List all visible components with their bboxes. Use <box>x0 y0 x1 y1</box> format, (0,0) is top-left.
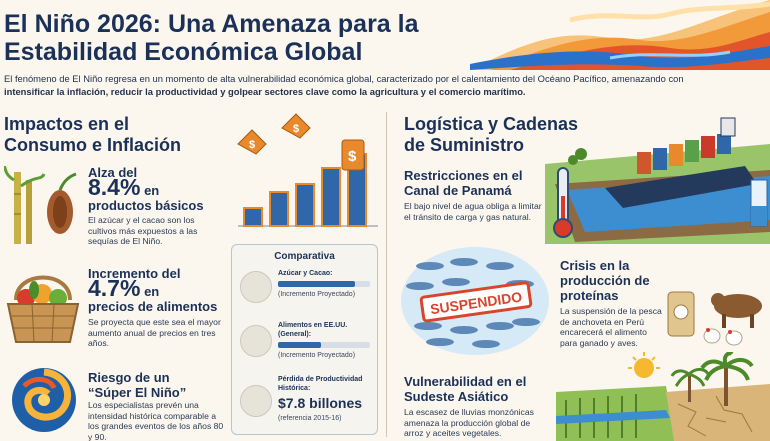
drought-rice-palm-illustration <box>556 352 770 441</box>
comparison-bar-track <box>278 342 370 348</box>
comparison-label: Azúcar y Cacao: <box>278 270 333 277</box>
comparison-title: Comparativa <box>274 251 335 262</box>
food-basket-icon <box>6 275 80 343</box>
food-heading-pre: Incremento del <box>88 266 181 281</box>
comparison-bar <box>278 281 356 287</box>
basket-icon <box>240 325 272 357</box>
comparison-sub: (referencia 2015-16) <box>278 415 342 422</box>
super-nino-heading-line2: “Súper El Niño” <box>88 385 187 400</box>
protein-desc: La suspensión de la pesca de anchoveta e… <box>560 306 662 348</box>
palm-tree-icon <box>700 352 754 406</box>
flame-graphic <box>470 0 770 70</box>
sugar-cacao-icon <box>4 166 77 244</box>
intro-plain: El fenómeno de El Niño regresa en un mom… <box>4 73 684 84</box>
comparison-row-sugar-cacao: Azúcar y Cacao: (Incremento Proyectado) <box>240 269 372 309</box>
panama-heading-line2: Canal de Panamá <box>404 183 512 198</box>
super-nino-heading-line1: Riesgo de un <box>88 370 170 385</box>
price-tag-icon: $ <box>341 139 365 171</box>
item-panama-heading: Restricciones en el Canal de Panamá <box>404 168 544 198</box>
comparison-sub: (Incremento Proyectado) <box>278 352 356 359</box>
right-section-title: Logística y Cadenas de Suministro <box>404 114 578 156</box>
anchovy-school-illustration: SUSPENDIDO <box>401 247 549 355</box>
cacao-icon <box>240 271 272 303</box>
super-nino-desc: Los especialistas prevén una intensidad … <box>88 400 224 441</box>
comparison-bar-track <box>278 281 370 287</box>
page-title: El Niño 2026: Una Amenaza para la Estabi… <box>4 10 419 66</box>
svg-text:$: $ <box>249 139 255 151</box>
item-se-asia-heading: Vulnerabilidad en el Sudeste Asiático <box>404 374 554 404</box>
left-section-title: Impactos en el Consumo e Inflación <box>4 114 181 156</box>
food-heading-en: en <box>144 284 160 299</box>
rising-prices-illustration: $ $ $ <box>237 113 378 227</box>
super-el-nino-icon <box>12 368 76 432</box>
left-section-title-line1: Impactos en el <box>4 114 130 134</box>
right-section-title-line1: Logística y Cadenas <box>404 114 579 134</box>
svg-text:$: $ <box>348 148 357 165</box>
panama-canal-ship-illustration <box>545 117 770 244</box>
left-section-title-line2: Consumo e Inflación <box>4 135 182 155</box>
center-divider <box>386 112 387 437</box>
right-section-title-line2: de Suministro <box>404 135 525 155</box>
price-tag-icon: $ <box>281 113 311 139</box>
commodities-heading-pre: Alza del <box>88 165 138 180</box>
item-commodities-heading: Alza del 8.4% en productos básicos <box>88 165 228 213</box>
comparison-panel: Comparativa Azúcar y Cacao: (Incremento … <box>231 244 378 435</box>
intro-bold: intensificar la inflación, reducir la pr… <box>4 85 526 97</box>
comparison-label: Pérdida de Productividad Histórica: <box>278 376 363 392</box>
se-asia-desc: La escasez de lluvias monzónicas amenaza… <box>404 407 534 439</box>
panama-desc: El bajo nivel de agua obliga a limitar e… <box>404 201 542 222</box>
intro-text: El fenómeno de El Niño regresa en un mom… <box>4 73 704 98</box>
money-hand-icon <box>240 385 272 417</box>
comparison-sub: (Incremento Proyectado) <box>278 291 356 298</box>
palm-tree-icon <box>670 367 710 402</box>
price-tag-icon: $ <box>237 129 267 155</box>
comparison-row-productivity: Pérdida de Productividad Histórica: $7.8… <box>240 375 372 431</box>
protein-heading-line3: proteínas <box>560 288 619 303</box>
comparison-bar <box>278 342 322 348</box>
svg-text:$: $ <box>293 123 299 135</box>
food-heading-post: precios de alimentos <box>88 299 218 314</box>
productivity-loss-value: $7.8 billones <box>278 395 363 411</box>
comparison-label: Alimentos en EE.UU. (General): <box>278 322 348 338</box>
food-prices-value: 4.7% <box>88 275 141 301</box>
commodities-heading-post: productos básicos <box>88 198 204 213</box>
item-protein-heading: Crisis en la producción de proteínas <box>560 258 670 303</box>
thermometer-icon <box>553 167 573 238</box>
protein-heading-line1: Crisis en la <box>560 258 630 273</box>
panama-heading-line1: Restricciones en el <box>404 168 523 183</box>
protein-heading-line2: producción de <box>560 273 650 288</box>
comparison-row-us-food: Alimentos en EE.UU. (General): (Incremen… <box>240 321 372 365</box>
commodities-value: 8.4% <box>88 174 141 200</box>
se-asia-heading-line1: Vulnerabilidad en el <box>404 374 527 389</box>
se-asia-heading-line2: Sudeste Asiático <box>404 389 509 404</box>
item-super-nino-heading: Riesgo de un “Súper El Niño” <box>88 370 230 400</box>
item-food-prices-heading: Incremento del 4.7% en precios de alimen… <box>88 266 230 314</box>
food-prices-desc: Se proyecta que este sea el mayor aument… <box>88 317 221 349</box>
commodities-heading-en: en <box>144 183 160 198</box>
livestock-feed-illustration <box>667 291 762 346</box>
commodities-desc: El azúcar y el cacao son los cultivos má… <box>88 215 198 247</box>
